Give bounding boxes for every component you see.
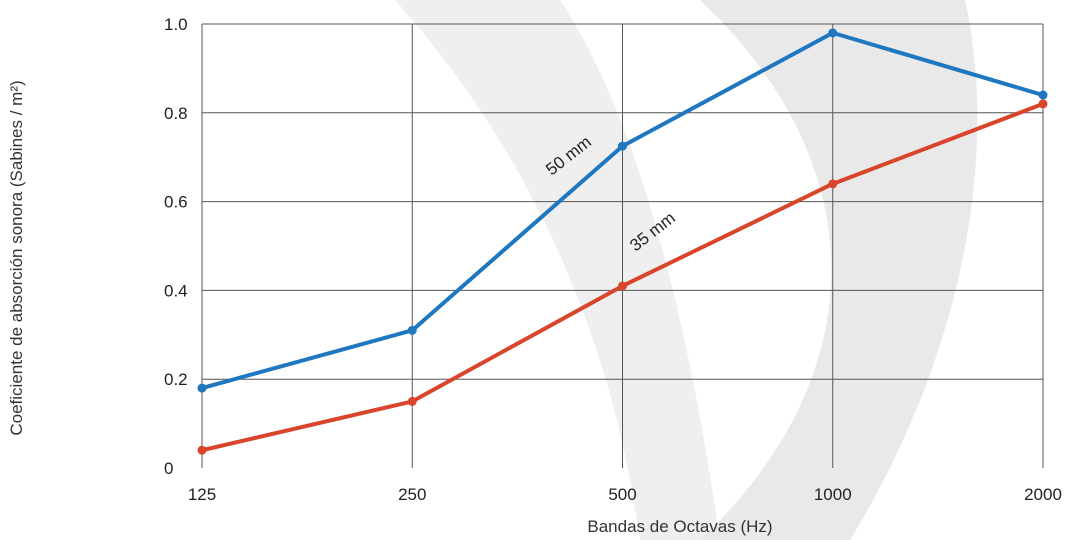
- x-tick-label: 1000: [814, 485, 852, 504]
- data-point: [828, 28, 838, 38]
- x-tick-label: 500: [608, 485, 636, 504]
- x-axis-title: Bandas de Octavas (Hz): [587, 517, 772, 536]
- data-point: [1038, 99, 1048, 109]
- x-tick-label: 2000: [1024, 485, 1062, 504]
- y-tick-label: 1.0: [164, 15, 188, 34]
- data-point: [828, 179, 838, 189]
- data-point: [618, 281, 627, 291]
- x-tick-label: 250: [398, 485, 426, 504]
- y-tick-label: 0.8: [164, 104, 188, 123]
- y-tick-label: 0.4: [164, 281, 188, 300]
- x-tick-label: 125: [188, 485, 216, 504]
- background-watermark: [395, 0, 978, 540]
- y-tick-label: 0: [164, 459, 173, 478]
- data-point: [197, 445, 207, 455]
- grid: [201, 23, 1044, 468]
- y-tick-label: 0.6: [164, 193, 188, 212]
- series-group: [197, 28, 1048, 455]
- data-point: [407, 396, 417, 406]
- y-tick-labels: 0 0.2 0.4 0.6 0.8 1.0: [164, 15, 188, 478]
- y-axis-title: Coeficiente de absorción sonora (Sabines…: [7, 80, 26, 435]
- data-point: [1038, 90, 1048, 100]
- y-tick-label: 0.2: [164, 370, 188, 389]
- data-point: [618, 141, 627, 151]
- x-tick-labels: 125 250 500 1000 2000: [188, 485, 1062, 504]
- data-point: [407, 325, 417, 335]
- data-point: [197, 383, 207, 393]
